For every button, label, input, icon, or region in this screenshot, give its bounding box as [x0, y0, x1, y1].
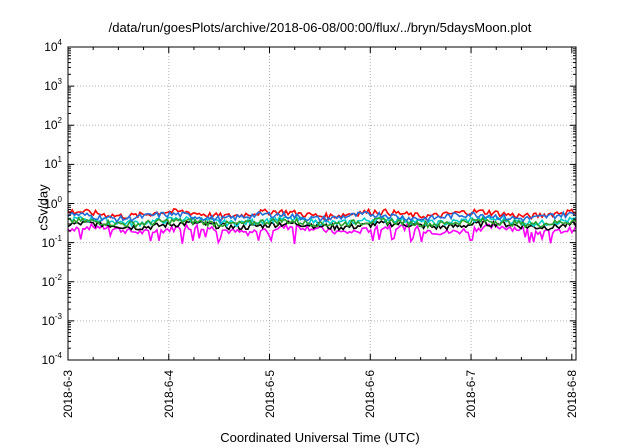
- y-tick-exponent: -4: [54, 351, 62, 360]
- grid-lines: [68, 47, 576, 360]
- y-tick-base: 10: [41, 353, 55, 367]
- y-tick-base: 10: [41, 274, 55, 289]
- y-tick-label: 10-1: [30, 233, 62, 250]
- y-tick-exponent: 3: [57, 77, 62, 87]
- series-group: [67, 207, 577, 246]
- x-tick-label: 2018-6-5: [262, 369, 277, 418]
- y-tick-exponent: -2: [54, 272, 62, 282]
- y-tick-label: 100: [30, 194, 62, 211]
- y-tick-base: 10: [44, 196, 58, 211]
- series-line: [67, 216, 577, 230]
- y-tick-base: 10: [44, 118, 58, 133]
- y-tick-label: 101: [30, 155, 62, 172]
- x-tick-label: 2018-6-4: [161, 369, 176, 418]
- y-tick-label: 10-4: [30, 351, 62, 367]
- x-tick-label: 2018-6-8: [564, 369, 579, 418]
- tick-marks: [67, 46, 576, 361]
- series-line: [67, 207, 577, 222]
- series-line: [67, 210, 577, 225]
- y-tick-label: 103: [30, 77, 62, 94]
- y-axis-label: cSv/day: [35, 184, 51, 231]
- y-tick-exponent: -3: [54, 311, 62, 321]
- y-tick-exponent: 2: [57, 116, 62, 126]
- y-tick-base: 10: [44, 40, 58, 54]
- y-tick-label: 10-2: [30, 272, 62, 289]
- x-tick-label: 2018-6-7: [464, 369, 479, 418]
- y-tick-label: 102: [30, 116, 62, 133]
- plot-frame: [67, 46, 577, 361]
- y-tick-exponent: 4: [57, 38, 62, 47]
- x-axis-label: Coordinated Universal Time (UTC): [220, 430, 420, 445]
- y-tick-label: 10-3: [30, 311, 62, 328]
- x-tick-label: 2018-6-3: [61, 369, 75, 418]
- y-tick-base: 10: [41, 235, 55, 250]
- chart-title: /data/run/goesPlots/archive/2018-06-08/0…: [108, 20, 532, 35]
- y-tick-base: 10: [41, 313, 55, 328]
- y-tick-label: 104: [30, 38, 62, 54]
- x-tick-label: 2018-6-6: [363, 369, 378, 418]
- y-tick-base: 10: [44, 157, 58, 172]
- y-tick-exponent: -1: [54, 233, 62, 243]
- y-tick-base: 10: [44, 79, 58, 94]
- y-tick-exponent: 0: [57, 194, 62, 204]
- y-tick-exponent: 1: [57, 155, 62, 165]
